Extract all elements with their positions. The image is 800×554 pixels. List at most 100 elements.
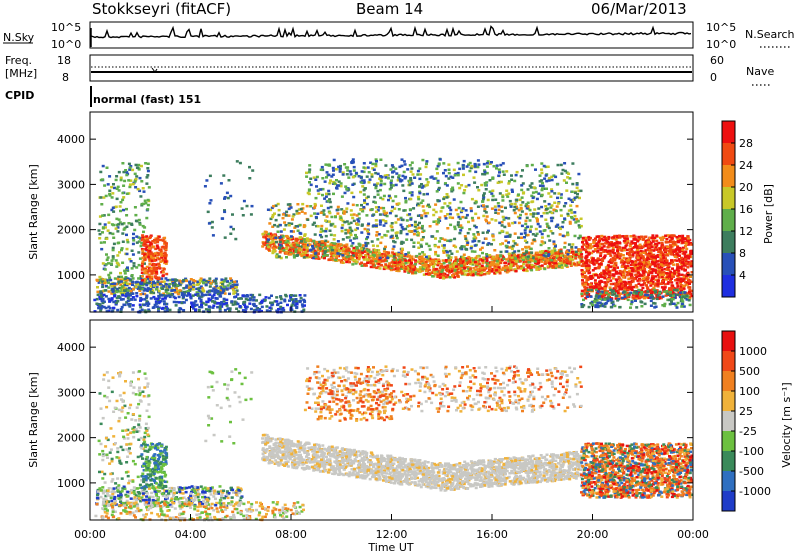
heatmap-cell [141,238,144,241]
heatmap-cell [363,199,366,202]
heatmap-cell [460,264,463,267]
heatmap-cell [426,257,430,260]
heatmap-cell [126,282,129,285]
heatmap-cell [552,242,556,246]
heatmap-cell [489,255,493,259]
heatmap-cell [467,260,471,264]
heatmap-cell [449,238,453,242]
heatmap-cell [140,164,143,168]
heatmap-cell [344,258,348,261]
heatmap-cell [606,290,609,293]
heatmap-cell [487,221,491,224]
heatmap-cell [508,265,512,268]
heatmap-cell [428,205,432,209]
heatmap-cell [654,271,658,274]
heatmap-cell [420,255,424,258]
heatmap-cell [120,247,124,250]
heatmap-cell [378,177,382,180]
heatmap-cell [377,262,381,266]
heatmap-cell [507,180,511,183]
heatmap-cell [619,252,623,256]
heatmap-cell [149,285,153,288]
heatmap-cell [218,307,222,311]
heatmap-cell [667,289,671,292]
heatmap-cell [510,256,514,259]
heatmap-cell [492,261,496,265]
heatmap-cell [140,202,144,206]
heatmap-cell [540,215,544,218]
heatmap-cell [542,164,546,168]
heatmap-cell [140,241,144,245]
heatmap-cell [579,224,583,228]
heatmap-cell [113,277,117,280]
heatmap-cell [457,265,461,269]
heatmap-cell [486,198,490,202]
heatmap-cell [141,252,145,255]
heatmap-cell [354,233,357,237]
heatmap-cell [474,272,478,276]
heatmap-cell [200,287,204,290]
heatmap-cell [129,279,133,282]
heatmap-cell [439,210,443,213]
heatmap-cell [467,269,471,272]
heatmap-cell [396,179,400,182]
heatmap-cell [501,162,505,165]
heatmap-cell [322,213,326,216]
heatmap-cell [530,200,534,204]
heatmap-cell [495,270,499,274]
heatmap-cell [438,216,442,219]
heatmap-cell [407,179,411,183]
heatmap-cell [545,211,549,215]
heatmap-cell [316,242,320,245]
heatmap-cell [117,241,121,244]
heatmap-cell [133,228,137,232]
heatmap-cell [582,248,586,251]
heatmap-cell [483,169,486,172]
heatmap-cell [474,256,478,260]
heatmap-cell [144,296,148,300]
heatmap-cell [396,218,400,221]
heatmap-cell [153,303,157,307]
heatmap-cell [122,289,126,292]
heatmap-cell [651,275,655,278]
heatmap-cell [512,251,516,255]
heatmap-cell [380,175,384,179]
heatmap-cell [352,219,356,223]
heatmap-cell [159,252,163,256]
heatmap-cell [391,205,394,209]
heatmap-cell [577,236,581,240]
heatmap-cell [145,216,149,220]
heatmap-cell [161,274,165,278]
heatmap-cell [435,222,439,226]
heatmap-cell [456,274,460,278]
heatmap-cell [334,168,338,171]
heatmap-cell [551,249,555,252]
heatmap-cell [126,266,129,269]
heatmap-cell [323,197,327,200]
heatmap-cell [192,283,196,287]
heatmap-cell [540,240,544,243]
heatmap-cell [291,301,295,304]
heatmap-cell [337,165,341,169]
heatmap-cell [116,226,120,229]
heatmap-cell [242,302,246,306]
heatmap-cell [575,186,579,190]
heatmap-cell [110,310,114,313]
heatmap-cell [384,176,388,179]
heatmap-cell [507,182,511,185]
heatmap-cell [314,255,318,258]
heatmap-cell [470,197,474,201]
heatmap-cell [378,267,382,270]
heatmap-cell [507,252,511,255]
heatmap-cell [197,287,200,290]
heatmap-cell [430,175,434,178]
heatmap-cell [576,220,580,223]
heatmap-cell [119,271,122,275]
heatmap-cell [655,248,659,251]
heatmap-cell [577,263,581,267]
heatmap-cell [125,207,128,211]
heatmap-cell [595,274,599,277]
heatmap-cell [357,251,361,254]
heatmap-cell [675,271,679,274]
heatmap-cell [577,252,581,255]
